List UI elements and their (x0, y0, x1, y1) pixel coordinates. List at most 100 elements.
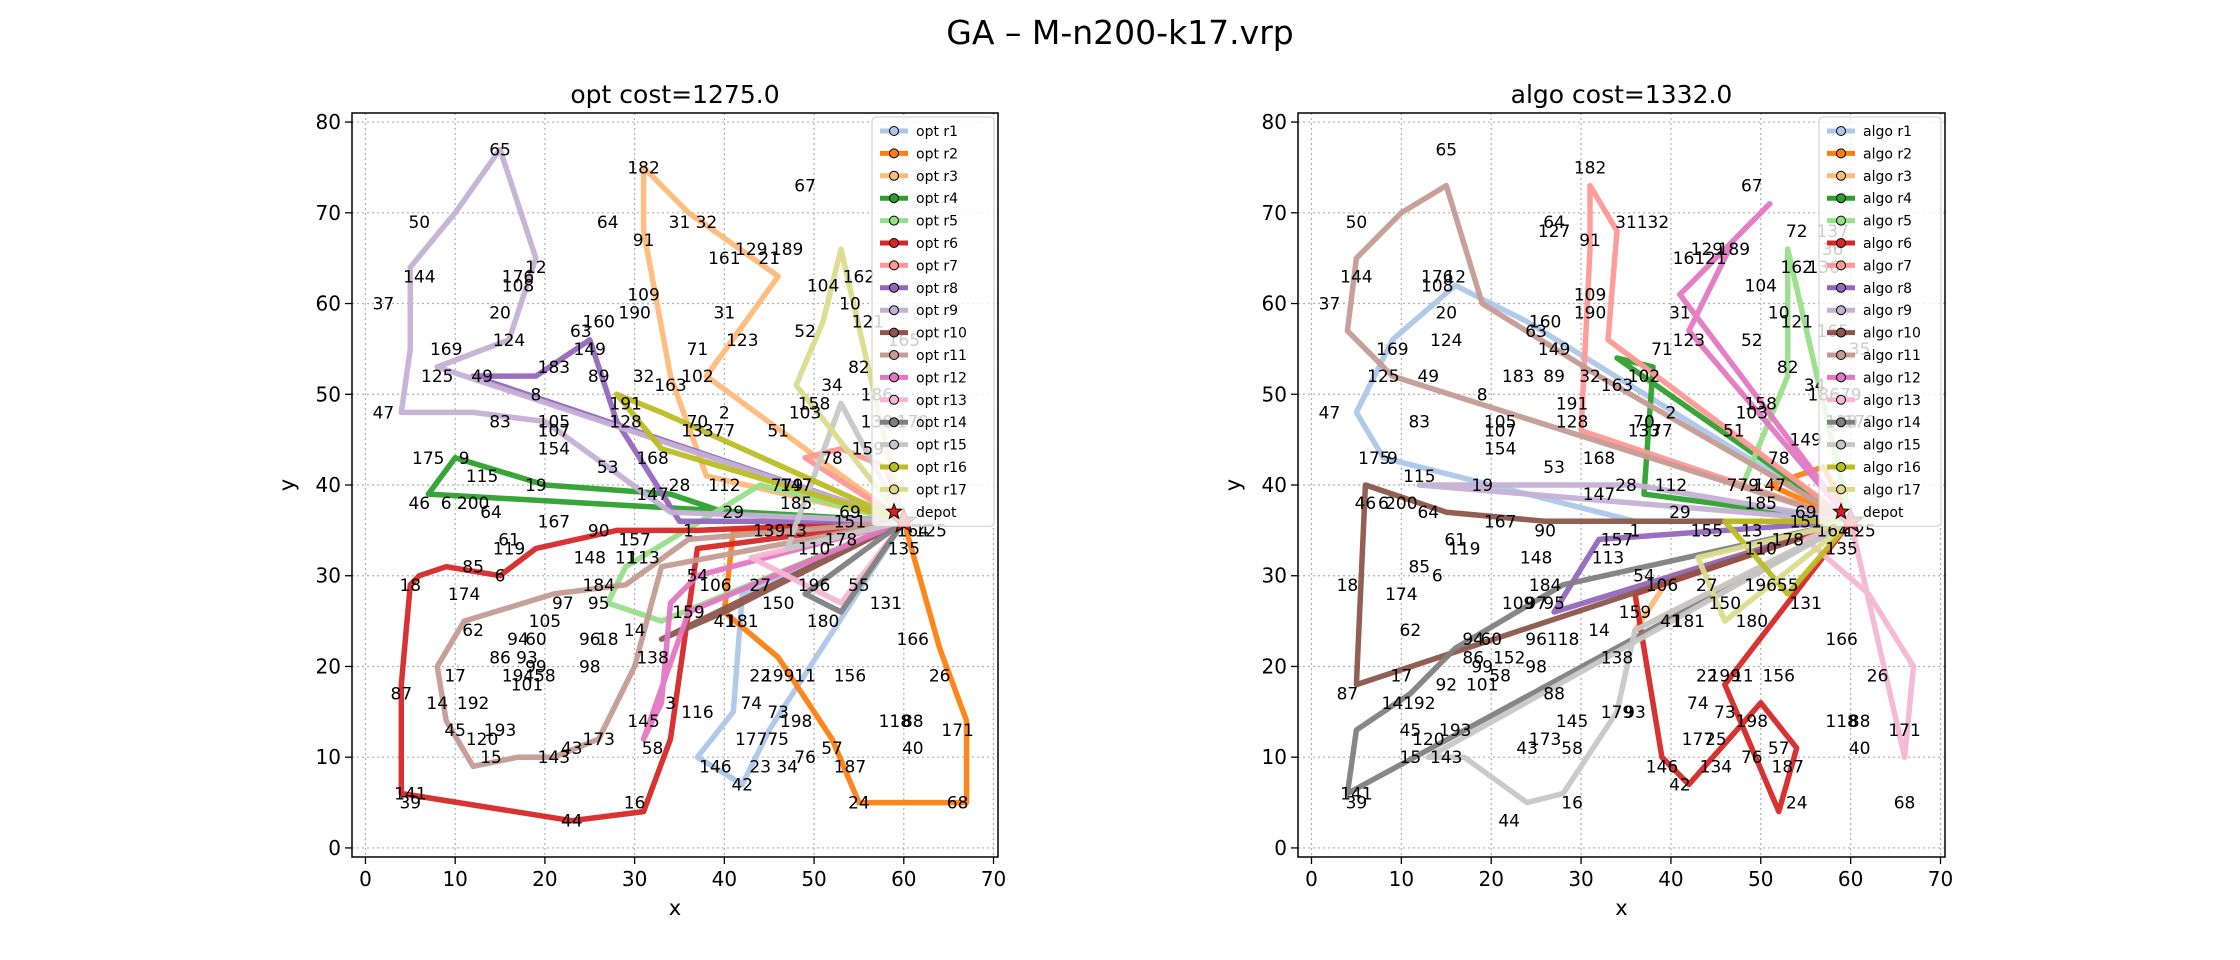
node-label: 169 (1376, 340, 1408, 360)
node-label: 76 (794, 748, 816, 768)
node-label: 70 (687, 412, 709, 432)
legend-label: algo r14 (1863, 415, 1921, 431)
node-label: 132 (1637, 213, 1669, 233)
x-axis-label: x (669, 896, 681, 920)
node-label: 34 (776, 757, 798, 777)
node-label: 107 (538, 422, 570, 442)
node-label: 146 (699, 757, 731, 777)
legend-marker (1836, 215, 1846, 226)
node-label: 97 (1525, 594, 1547, 614)
node-label: 159 (672, 603, 704, 623)
node-label: 110 (798, 540, 830, 560)
node-label: 14 (1588, 621, 1610, 641)
y-tick-label: 0 (328, 836, 341, 860)
y-tick-label: 80 (316, 110, 341, 134)
node-label: 147 (1583, 485, 1615, 505)
node-label: 120 (1412, 730, 1444, 750)
x-tick-label: 10 (1389, 867, 1414, 891)
node-label: 20 (1435, 304, 1457, 324)
node-label: 149 (574, 340, 606, 360)
legend-entry: algo r5 (1827, 214, 1912, 230)
node-label: 31 (714, 304, 736, 324)
node-label: 12 (525, 258, 547, 278)
node-label: 102 (1628, 367, 1660, 387)
node-label: 177 (735, 730, 767, 750)
node-label: 53 (1543, 458, 1565, 478)
node-label: 171 (1888, 721, 1920, 741)
legend-label: algo r9 (1863, 303, 1912, 319)
node-label: 15 (480, 748, 502, 768)
node-label: 51 (767, 422, 789, 442)
node-label: 150 (762, 594, 794, 614)
legend-entry: algo r6 (1827, 236, 1912, 252)
node-label: 104 (807, 276, 839, 296)
node-label: 180 (1736, 612, 1768, 632)
node-label: 162 (1781, 258, 1813, 278)
node-label: 14 (624, 621, 646, 641)
legend-entry: opt r1 (880, 124, 958, 140)
node-label: 99 (525, 657, 547, 677)
node-label: 71 (1651, 340, 1673, 360)
node-label: 90 (588, 521, 610, 541)
node-label: 109 (1502, 594, 1534, 614)
legend-entry: algo r12 (1827, 370, 1921, 386)
node-label: 28 (1615, 476, 1637, 496)
route-line-6 (1632, 518, 1854, 815)
node-label: 86 (489, 648, 511, 668)
node-label: 67 (794, 177, 816, 197)
legend-depot-marker (1832, 502, 1850, 520)
legend-label: opt r12 (916, 370, 967, 386)
x-tick-label: 20 (1478, 867, 1503, 891)
node-label: 141 (394, 784, 426, 804)
node-label: 18 (1337, 576, 1359, 596)
legend-entry: algo r14 (1827, 415, 1921, 431)
legend-marker (1836, 372, 1846, 383)
x-tick-label: 60 (1838, 867, 1863, 891)
node-label: 185 (780, 494, 812, 514)
node-label: 16 (1561, 794, 1583, 814)
node-label: 29 (722, 503, 744, 523)
legend-label: algo r12 (1863, 370, 1921, 386)
legend-label: algo r8 (1863, 281, 1912, 297)
node-label: 47 (373, 403, 395, 423)
node-label: 85 (1408, 558, 1430, 578)
route-line-11 (1344, 182, 1854, 525)
node-label: 83 (489, 412, 511, 432)
node-label: 14 (426, 694, 448, 714)
node-label: 27 (749, 576, 771, 596)
node-label: 98 (579, 657, 601, 677)
node-label: 52 (1741, 331, 1763, 351)
node-label: 89 (1543, 367, 1565, 387)
legend-entry: algo r16 (1827, 460, 1921, 476)
legend-entry: opt r13 (880, 393, 967, 409)
legend-entry: algo r17 (1827, 482, 1921, 498)
node-label: 50 (408, 213, 430, 233)
node-label: 118 (879, 712, 911, 732)
legend-marker (889, 282, 899, 293)
node-label: 120 (466, 730, 498, 750)
node-label: 183 (538, 358, 570, 378)
legend-label: algo r2 (1863, 146, 1912, 162)
node-label: 166 (897, 630, 929, 650)
node-label: 65 (1435, 140, 1457, 160)
node-label: 151 (834, 512, 866, 532)
node-label: 93 (516, 648, 538, 668)
node-label: 199 (762, 667, 794, 687)
legend-marker (889, 215, 899, 226)
node-label: 103 (1736, 403, 1768, 423)
node-label: 187 (1772, 757, 1804, 777)
y-tick-label: 30 (1262, 564, 1287, 588)
legend-entry: opt r12 (880, 370, 967, 386)
node-label: 85 (462, 558, 484, 578)
legend-label: opt r14 (916, 415, 967, 431)
node-label: 160 (583, 313, 615, 333)
legend-label: opt r6 (916, 236, 958, 252)
route-line-12 (640, 518, 907, 742)
node-label: 194 (502, 667, 534, 687)
node-label: 31 (1615, 213, 1637, 233)
legend-entry: algo r9 (1827, 303, 1912, 319)
y-tick-label: 20 (316, 654, 341, 678)
node-label: 150 (1709, 594, 1741, 614)
node-label: 174 (448, 585, 480, 605)
